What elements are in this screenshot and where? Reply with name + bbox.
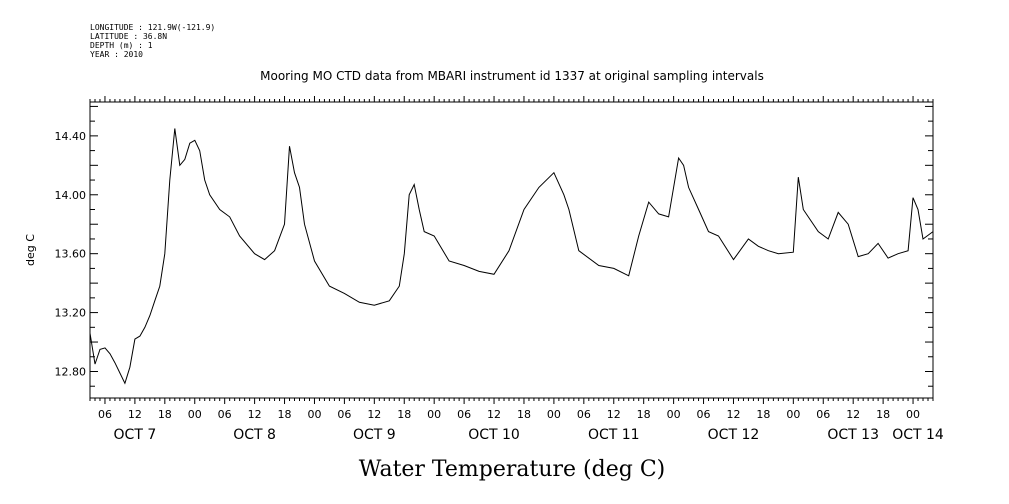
x-hour-tick-label: 00 <box>667 408 681 421</box>
x-hour-tick-label: 18 <box>158 408 172 421</box>
x-hour-tick-labels: 06 12 18 00 06 12 18 00 06 12 18 00 06 12 18 00 06 12 18 00… <box>98 408 920 421</box>
x-hour-tick-label: 06 <box>218 408 232 421</box>
x-day-label: OCT 11 <box>588 427 640 443</box>
year-label: YEAR : 2010 <box>90 50 143 59</box>
x-hour-tick-label: 00 <box>906 408 920 421</box>
x-hour-tick-label: 12 <box>607 408 621 421</box>
x-hour-tick-label: 00 <box>547 408 561 421</box>
plot-frame <box>89 101 934 399</box>
x-day-label: OCT 14 <box>892 427 944 443</box>
x-day-label: OCT 7 <box>114 427 157 443</box>
x-hour-tick-label: 18 <box>756 408 770 421</box>
longitude-label: LONGITUDE : 121.9W(-121.9) <box>90 23 215 32</box>
y-tick-label: 14.40 <box>55 130 87 143</box>
x-day-label: OCT 12 <box>708 427 760 443</box>
x-hour-tick-label: 12 <box>846 408 860 421</box>
x-hour-tick-label: 12 <box>248 408 262 421</box>
x-hour-tick-label: 00 <box>427 408 441 421</box>
x-hour-tick-label: 18 <box>637 408 651 421</box>
x-day-label: OCT 8 <box>233 427 276 443</box>
x-hour-tick-label: 18 <box>278 408 292 421</box>
x-day-label: OCT 10 <box>468 427 520 443</box>
y-tick-label: 12.80 <box>55 365 87 378</box>
x-hour-tick-label: 12 <box>726 408 740 421</box>
x-hour-tick-label: 06 <box>816 408 830 421</box>
x-hour-tick-label: 18 <box>876 408 890 421</box>
x-hour-tick-label: 12 <box>487 408 501 421</box>
x-hour-tick-label: 06 <box>697 408 711 421</box>
x-hour-tick-label: 00 <box>188 408 202 421</box>
x-hour-tick-label: 18 <box>397 408 411 421</box>
x-hour-tick-label: 00 <box>786 408 800 421</box>
y-axis-label: deg C <box>24 234 37 266</box>
x-axis-label: Water Temperature (deg C) <box>359 457 666 482</box>
chart-title: Mooring MO CTD data from MBARI instrumen… <box>260 69 764 83</box>
x-hour-tick-label: 18 <box>517 408 531 421</box>
x-hour-tick-label: 00 <box>307 408 321 421</box>
x-hour-tick-label: 12 <box>367 408 381 421</box>
x-day-label: OCT 9 <box>353 427 396 443</box>
y-tick-label: 13.20 <box>55 307 87 320</box>
y-tick-labels: 12.80 13.20 13.60 14.00 14.40 <box>55 130 87 379</box>
y-tick-label: 14.00 <box>55 189 87 202</box>
x-day-labels: OCT 7 OCT 8 OCT 9 OCT 10 OCT 11 OCT 12 OCT 13 O… <box>114 427 944 443</box>
latitude-label: LATITUDE : 36.8N <box>90 32 167 41</box>
x-day-label: OCT 13 <box>827 427 879 443</box>
metadata-block: LONGITUDE : 121.9W(-121.9) LATITUDE : 36… <box>90 23 215 59</box>
x-hour-tick-label: 12 <box>128 408 142 421</box>
x-hour-tick-label: 06 <box>457 408 471 421</box>
series-line <box>89 128 934 385</box>
x-hour-tick-label: 06 <box>577 408 591 421</box>
axis-ticks <box>89 96 934 404</box>
y-tick-label: 13.60 <box>55 248 87 261</box>
x-hour-tick-label: 06 <box>98 408 112 421</box>
depth-label: DEPTH (m) : 1 <box>90 41 153 50</box>
x-hour-tick-label: 06 <box>337 408 351 421</box>
